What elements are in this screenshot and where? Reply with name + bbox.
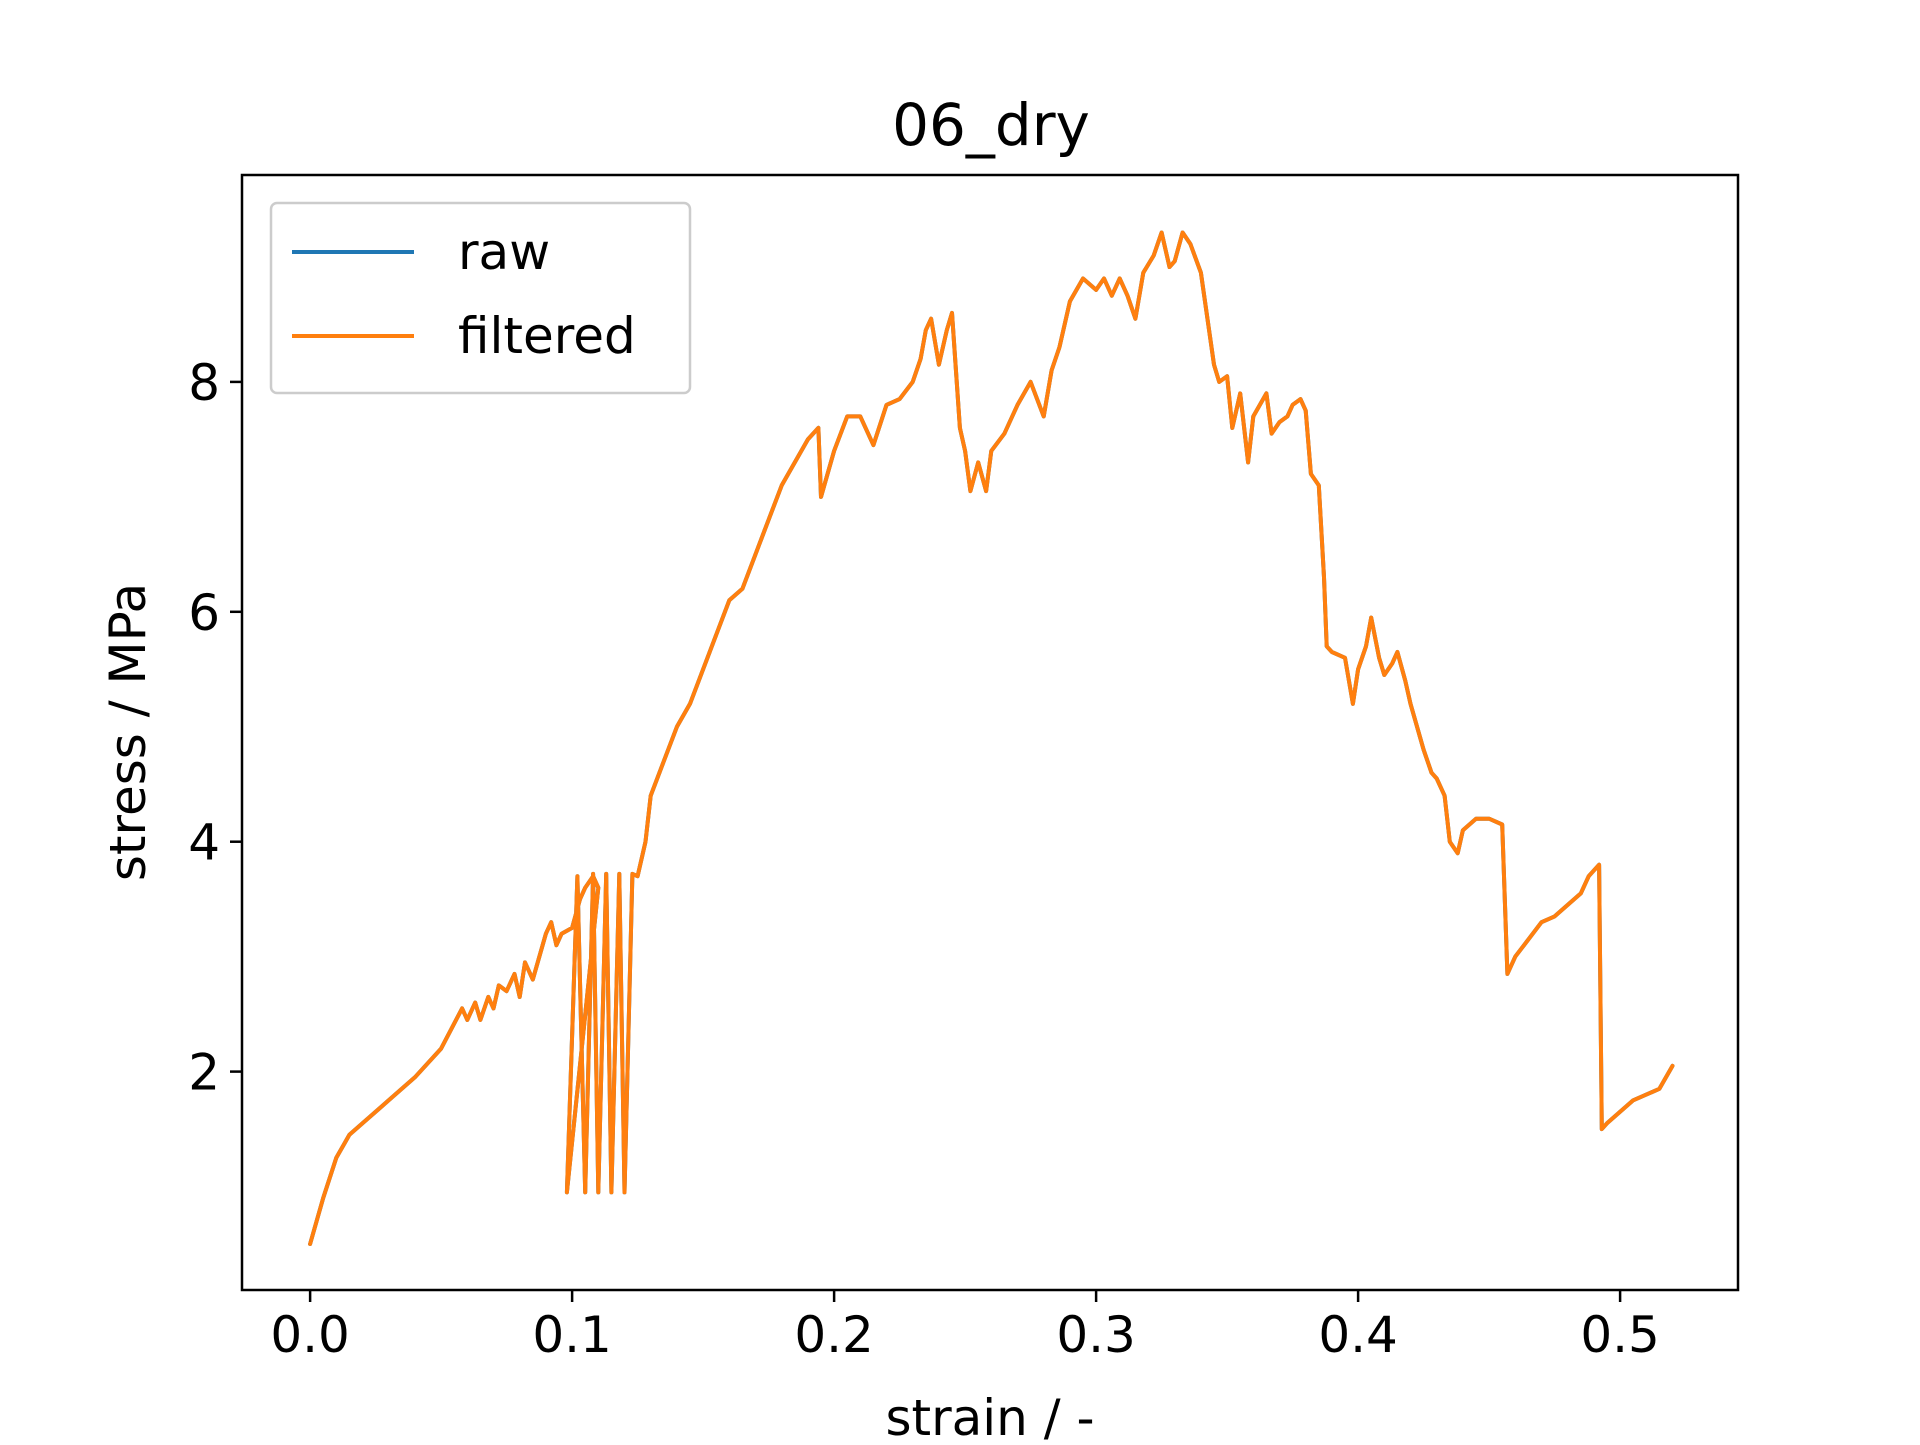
chart-title: 06_dry bbox=[892, 91, 1090, 159]
x-tick-label: 0.5 bbox=[1580, 1306, 1660, 1364]
y-tick-label: 4 bbox=[188, 814, 220, 872]
x-tick-label: 0.2 bbox=[794, 1306, 874, 1364]
series-line-filtered bbox=[308, 230, 1675, 1246]
legend: raw filtered bbox=[269, 201, 692, 395]
y-axis-ticks: 2 4 6 8 bbox=[188, 354, 242, 1102]
y-axis-label: stress / MPa bbox=[99, 583, 157, 881]
legend-label-raw: raw bbox=[458, 223, 550, 281]
y-tick-label: 2 bbox=[188, 1044, 220, 1102]
x-axis-label: strain / - bbox=[885, 1389, 1094, 1440]
x-tick-label: 0.1 bbox=[532, 1306, 612, 1364]
x-tick-label: 0.3 bbox=[1056, 1306, 1136, 1364]
x-tick-label: 0.4 bbox=[1318, 1306, 1398, 1364]
x-axis-ticks: 0.0 0.1 0.2 0.3 0.4 0.5 bbox=[270, 1290, 1660, 1364]
series-layer bbox=[308, 230, 1675, 1246]
plot-frame bbox=[240, 173, 1740, 1292]
y-tick-label: 8 bbox=[188, 354, 220, 412]
y-tick-label: 6 bbox=[188, 584, 220, 642]
x-tick-label: 0.0 bbox=[270, 1306, 350, 1364]
legend-label-filtered: filtered bbox=[458, 307, 636, 365]
